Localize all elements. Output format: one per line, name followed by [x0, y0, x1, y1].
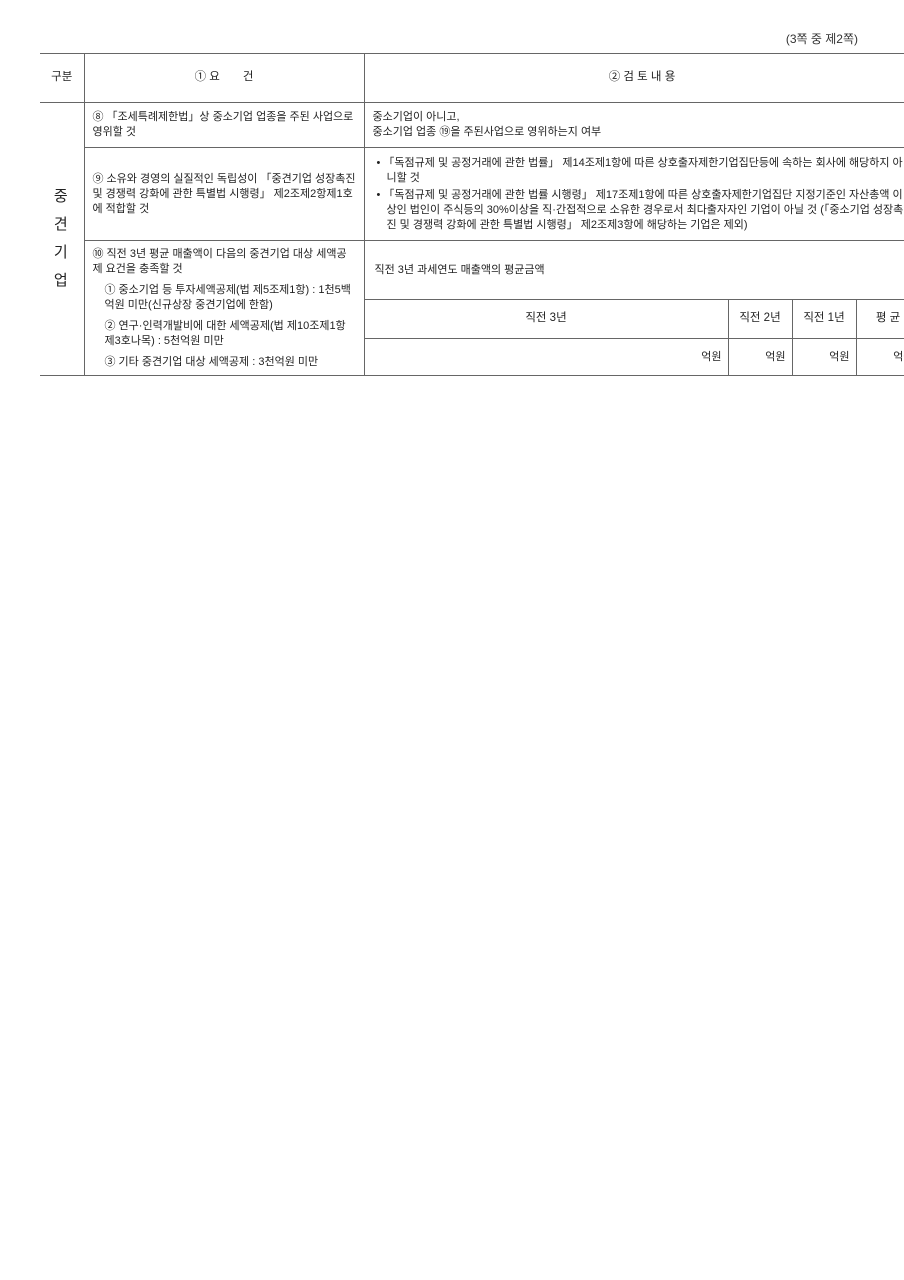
requirement-10: ⑩ 직전 3년 평균 매출액이 다음의 중견기업 대상 세액공제 요건을 충족할… — [84, 241, 364, 376]
vcat-char: 중 — [46, 187, 78, 207]
review-10-title: 직전 3년 과세연도 매출액의 평균금액 — [364, 241, 904, 300]
sub-col-prev3: 직전 3년 — [364, 300, 728, 338]
review-08: 중소기업이 아니고, 중소기업 업종 ⑲을 주된사업으로 영위하는지 여부 — [364, 103, 904, 148]
val-prev3: 억원 — [364, 338, 728, 376]
header-gubun: 구분 — [40, 54, 84, 103]
val-prev2: 억원 — [728, 338, 792, 376]
vcat-char: 기 — [46, 243, 78, 263]
requirement-09: ⑨ 소유와 경영의 실질적인 독립성이 「중견기업 성장촉진 및 경쟁력 강화에… — [84, 148, 364, 241]
classification-table: 구분 ① 요 건 ② 검 토 내 용 ③ 적합 ④ 적정 여부 여부 중 견 기… — [40, 53, 904, 376]
sub-col-prev1: 직전 1년 — [792, 300, 856, 338]
page-indicator: (3쪽 중 제2쪽) — [40, 30, 864, 47]
requirement-10-item3: ③ 기타 중견기업 대상 세액공제 : 3천억원 미만 — [93, 355, 356, 370]
review-09-bullet1: • 「독점규제 및 공정거래에 관한 법률」 제14조제1항에 따른 상호출자제… — [373, 156, 904, 186]
category-vertical-label: 중 견 기 업 — [40, 103, 84, 376]
requirement-08: ⑧ 「조세특례제한법」상 중소기업 업종을 주된 사업으로 영위할 것 — [84, 103, 364, 148]
review-09: • 「독점규제 및 공정거래에 관한 법률」 제14조제1항에 따른 상호출자제… — [364, 148, 904, 241]
val-prev1: 억원 — [792, 338, 856, 376]
requirement-10-head: ⑩ 직전 3년 평균 매출액이 다음의 중견기업 대상 세액공제 요건을 충족할… — [93, 247, 356, 277]
header-requirement: ① 요 건 — [84, 54, 364, 103]
vcat-char: 견 — [46, 215, 78, 235]
header-review: ② 검 토 내 용 — [364, 54, 904, 103]
review-09-bullet2: • 「독점규제 및 공정거래에 관한 법률 시행령」 제17조제1항에 따른 상… — [373, 188, 904, 233]
val-avg: 억원 — [856, 338, 904, 376]
sub-col-prev2: 직전 2년 — [728, 300, 792, 338]
sub-col-avg: 평 균 — [856, 300, 904, 338]
requirement-10-item2: ② 연구·인력개발비에 대한 세액공제(법 제10조제1항제3호나목) : 5천… — [93, 319, 356, 349]
requirement-10-item1: ① 중소기업 등 투자세액공제(법 제5조제1항) : 1천5백억원 미만(신규… — [93, 283, 356, 313]
vcat-char: 업 — [46, 271, 78, 291]
